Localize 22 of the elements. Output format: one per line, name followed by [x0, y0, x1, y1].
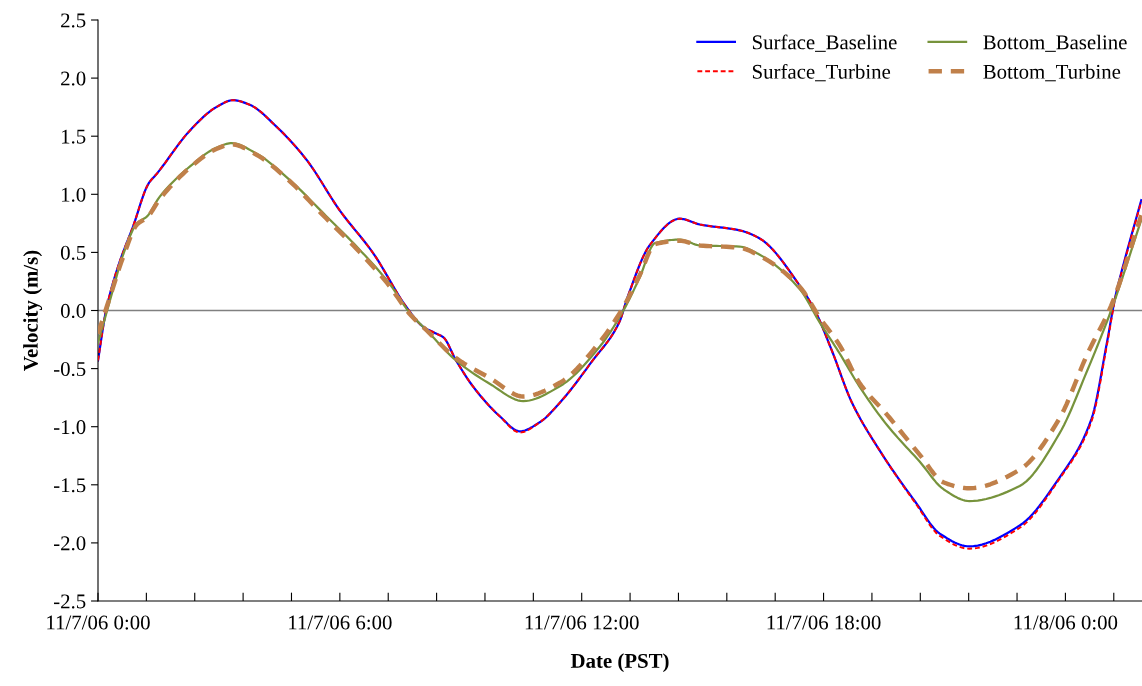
y-tick-label: 0.0: [60, 303, 86, 319]
y-tick-label: 1.5: [61, 129, 86, 144]
y-tick-label: 2.0: [61, 71, 86, 86]
y-tick-label: 2.5: [61, 13, 86, 28]
y-tick-label: -1.0: [53, 420, 86, 435]
x-tick-label: 11/7/06 12:00: [525, 615, 639, 630]
x-tick-label: 11/7/06 6:00: [289, 615, 392, 630]
y-tick-label: 0.5: [60, 245, 86, 260]
legend-label: Surface_Baseline: [752, 34, 897, 52]
y-tick-label: 1.0: [61, 187, 86, 202]
x-tick-label: 11/7/06 18:00: [767, 615, 881, 630]
x-tick-label: 11/7/06 0:00: [47, 615, 150, 630]
y-tick-label: -0.5: [53, 361, 86, 377]
legend-label: Bottom_Turbine: [983, 64, 1121, 82]
x-axis-title: Date (PST): [570, 653, 669, 673]
y-tick-label: -2.5: [53, 594, 86, 609]
y-axis-title: Velocity (m/s): [23, 250, 43, 371]
legend-label: Surface_Turbine: [752, 63, 891, 82]
x-tick-label: 11/8/06 0:00: [1014, 615, 1118, 630]
y-tick-label: -1.5: [53, 478, 86, 493]
y-tick-label: -2.0: [53, 536, 86, 551]
legend-label: Bottom_Baseline: [983, 34, 1127, 52]
